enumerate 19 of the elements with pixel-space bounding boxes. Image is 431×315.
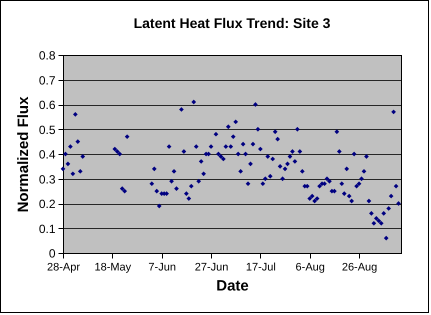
x-tick-label: 7-Jun [148, 262, 176, 274]
y-tick-label: 0.6 [38, 98, 56, 112]
chart-title: Latent Heat Flux Trend: Site 3 [134, 15, 331, 31]
x-tick-label: 27-Jun [194, 262, 228, 274]
y-tick-label: 0.2 [38, 197, 56, 211]
y-tick-label: 0.5 [38, 122, 56, 137]
y-tick-label: 0.3 [38, 172, 56, 186]
y-tick-label: 0.1 [38, 222, 56, 236]
x-axis-title: Date [216, 278, 249, 294]
y-tick-label: 0.8 [38, 48, 56, 62]
y-tick-label: 0 [48, 246, 56, 260]
y-tick-label: 0.7 [38, 73, 56, 88]
x-tick-label: 6-Aug [296, 262, 325, 274]
x-tick-label: 26-Aug [342, 262, 378, 274]
y-tick-label: 0.4 [38, 148, 56, 162]
x-tick-label: 17-Jul [246, 262, 276, 274]
x-tick-label: 18-May [94, 262, 132, 274]
x-tick-label: 28-Apr [46, 262, 80, 274]
y-axis-title: Normalized Flux [14, 96, 32, 212]
